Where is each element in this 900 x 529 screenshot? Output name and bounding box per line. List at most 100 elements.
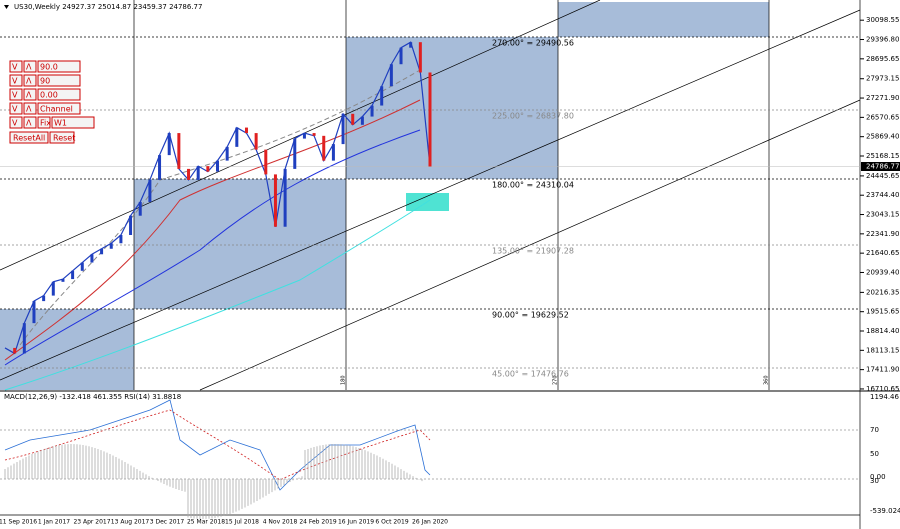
angle-label: 180 bbox=[341, 375, 347, 385]
candle bbox=[206, 166, 210, 172]
control-text[interactable]: W1 bbox=[54, 119, 67, 128]
candle bbox=[167, 133, 171, 156]
vertical-lines bbox=[133, 0, 770, 390]
control-text[interactable]: V bbox=[12, 119, 18, 128]
candle bbox=[13, 347, 17, 354]
price-tick-label: 24445.65 bbox=[866, 172, 899, 180]
control-button[interactable] bbox=[23, 88, 37, 101]
control-text[interactable]: Channel bbox=[40, 105, 73, 114]
price-tick-label: 17411.90 bbox=[866, 366, 899, 374]
reset-text[interactable]: ResetAll bbox=[13, 134, 45, 143]
control-button[interactable] bbox=[9, 60, 23, 73]
control-text[interactable]: V bbox=[12, 91, 18, 100]
date-label: 4 Nov 2018 bbox=[263, 519, 298, 526]
gann-level-label: 270.00° = 29490.56 bbox=[492, 39, 574, 48]
control-button[interactable] bbox=[9, 102, 23, 115]
reset-button[interactable] bbox=[9, 131, 49, 144]
indicator-axis-label: 0.00 bbox=[870, 473, 886, 481]
price-tick-label: 25168.15 bbox=[866, 152, 899, 160]
control-text[interactable]: V bbox=[12, 105, 18, 114]
control-text[interactable]: V bbox=[12, 63, 18, 72]
control-text[interactable]: Λ bbox=[26, 105, 32, 114]
candle bbox=[196, 166, 200, 180]
gann-level-label: 45.00° = 17476.76 bbox=[492, 370, 569, 379]
candle bbox=[418, 42, 422, 73]
price-line bbox=[4, 41, 431, 355]
date-label: 13 Aug 2017 bbox=[111, 519, 150, 526]
control-text[interactable]: Fix bbox=[40, 119, 51, 128]
candle bbox=[129, 215, 133, 235]
control-button[interactable] bbox=[23, 74, 37, 87]
price-tick-label: 23043.15 bbox=[866, 211, 899, 219]
indicator-axis-label: 30 bbox=[870, 477, 879, 485]
candle bbox=[109, 243, 113, 249]
candle bbox=[90, 254, 94, 263]
candle bbox=[370, 105, 374, 117]
candle bbox=[148, 179, 152, 202]
reset-text[interactable]: Reset bbox=[53, 134, 75, 143]
candle bbox=[138, 201, 142, 216]
control-text[interactable]: Λ bbox=[26, 77, 32, 86]
control-button[interactable] bbox=[37, 102, 81, 115]
control-text[interactable]: Λ bbox=[26, 119, 32, 128]
price-tick-label: 26570.65 bbox=[866, 113, 899, 121]
candle bbox=[273, 174, 277, 227]
candle bbox=[399, 47, 403, 65]
price-tick-label: 27271.90 bbox=[866, 94, 899, 102]
control-button[interactable] bbox=[23, 60, 37, 73]
control-button[interactable] bbox=[37, 74, 81, 87]
price-tick-label: 21640.65 bbox=[866, 249, 899, 257]
indicator-axis-label: -539.024 bbox=[870, 507, 900, 515]
gann-box bbox=[0, 309, 134, 390]
price-tick-label: 30098.55 bbox=[866, 16, 899, 24]
control-button[interactable] bbox=[9, 116, 23, 129]
price-tick-label: 20939.40 bbox=[866, 268, 899, 276]
gann-level-label: 90.00° = 19629.52 bbox=[492, 311, 569, 320]
control-text[interactable]: V bbox=[12, 77, 18, 86]
candle bbox=[264, 149, 268, 175]
date-label: 23 Apr 2017 bbox=[73, 519, 110, 526]
gann-level-label: 180.00° = 24310.04 bbox=[492, 181, 574, 190]
date-label: 1 Jan 2017 bbox=[38, 519, 70, 526]
date-label: 16 Jun 2019 bbox=[338, 519, 374, 526]
control-button[interactable] bbox=[9, 74, 23, 87]
price-tick-label: 16710.65 bbox=[866, 385, 899, 393]
candle bbox=[158, 155, 162, 180]
control-button[interactable] bbox=[37, 88, 81, 101]
candle bbox=[283, 168, 287, 227]
candle bbox=[235, 127, 239, 147]
control-text[interactable]: 90.0 bbox=[40, 63, 58, 72]
control-text[interactable]: 0.00 bbox=[40, 91, 58, 100]
indicator-axis-label: 1194.46 bbox=[870, 393, 899, 401]
reset-button[interactable] bbox=[49, 131, 75, 144]
date-label: 25 Mar 2018 bbox=[187, 519, 225, 526]
gann-box bbox=[558, 2, 769, 37]
candle bbox=[312, 133, 316, 136]
date-label: 6 Oct 2019 bbox=[375, 519, 408, 526]
candle bbox=[380, 86, 384, 106]
indicator-axis-label: 50 bbox=[870, 450, 879, 458]
control-button[interactable] bbox=[23, 116, 37, 129]
price-tick-label: 29396.80 bbox=[866, 36, 899, 44]
gann-level-label: 225.00° = 26837.80 bbox=[492, 112, 574, 121]
candle bbox=[187, 168, 191, 180]
control-text[interactable]: Λ bbox=[26, 91, 32, 100]
current-price-label: 24786.77 bbox=[866, 162, 899, 170]
control-button[interactable] bbox=[51, 116, 95, 129]
date-label: 26 Jan 2020 bbox=[412, 519, 448, 526]
date-label: 24 Feb 2019 bbox=[299, 519, 337, 526]
control-text[interactable]: 90 bbox=[40, 77, 50, 86]
candle bbox=[100, 248, 104, 255]
candle bbox=[302, 133, 306, 139]
control-button[interactable] bbox=[37, 60, 81, 73]
control-button[interactable] bbox=[9, 88, 23, 101]
candle bbox=[42, 295, 46, 302]
candle bbox=[389, 64, 393, 87]
price-tick-label: 27973.15 bbox=[866, 75, 899, 83]
candle bbox=[254, 133, 258, 150]
control-button[interactable] bbox=[37, 116, 51, 129]
price-tick-label: 18113.15 bbox=[866, 346, 899, 354]
control-text[interactable]: Λ bbox=[26, 63, 32, 72]
control-button[interactable] bbox=[23, 102, 37, 115]
